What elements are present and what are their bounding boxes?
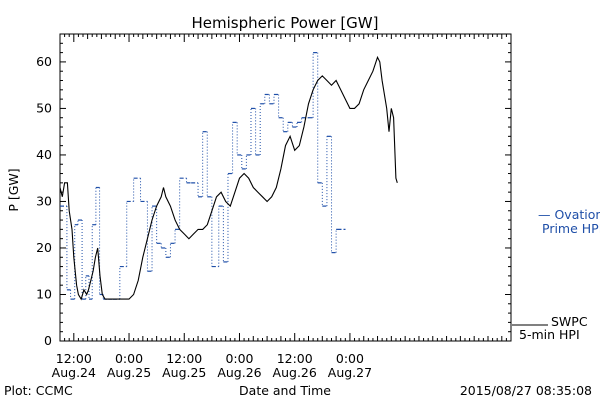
x-tick-label-date: Aug.26 [217, 365, 261, 380]
legend-ovation-line1: — Ovation [538, 207, 600, 222]
footer-plot-credit: Plot: CCMC [4, 383, 73, 398]
x-tick-label-time: 0:00 [225, 351, 253, 366]
x-tick-label-date: Aug.24 [52, 365, 96, 380]
x-tick-label-time: 12:00 [166, 351, 202, 366]
x-tick-label-date: Aug.27 [328, 365, 372, 380]
legend-ovation-line2: Prime HPI [542, 221, 600, 236]
x-tick-label-date: Aug.25 [107, 365, 151, 380]
x-tick-label-time: 12:00 [277, 351, 313, 366]
y-tick-label: 0 [44, 333, 52, 348]
x-axis-label: Date and Time [239, 383, 331, 398]
legend-swpc-line1: SWPC [551, 314, 588, 329]
y-tick-label: 30 [36, 193, 52, 208]
axes [59, 33, 512, 342]
x-tick-label-time: 0:00 [115, 351, 143, 366]
y-tick-label: 10 [36, 286, 52, 301]
series-layer [59, 52, 398, 301]
chart-title: Hemispheric Power [GW] [192, 14, 379, 32]
swpc-line [59, 55, 398, 301]
footer-timestamp: 2015/08/27 08:35:08 [460, 383, 592, 398]
x-tick-label-date: Aug.26 [273, 365, 317, 380]
x-tick-label-time: 0:00 [336, 351, 364, 366]
plot-frame [59, 33, 512, 342]
x-tick-label-time: 12:00 [56, 351, 92, 366]
y-tick-label: 60 [36, 54, 52, 69]
y-tick-label: 20 [36, 240, 52, 255]
x-axis-ticks: 12:00Aug.240:00Aug.2512:00Aug.250:00Aug.… [52, 34, 512, 380]
legend-swpc-line2: 5-min HPI [519, 327, 580, 342]
y-tick-label: 40 [36, 147, 52, 162]
y-axis-ticks: 0 10 20 30 40 50 60 [36, 33, 511, 348]
y-tick-label: 50 [36, 100, 52, 115]
x-tick-label-date: Aug.25 [162, 365, 206, 380]
y-axis-label: P [GW] [6, 168, 21, 211]
